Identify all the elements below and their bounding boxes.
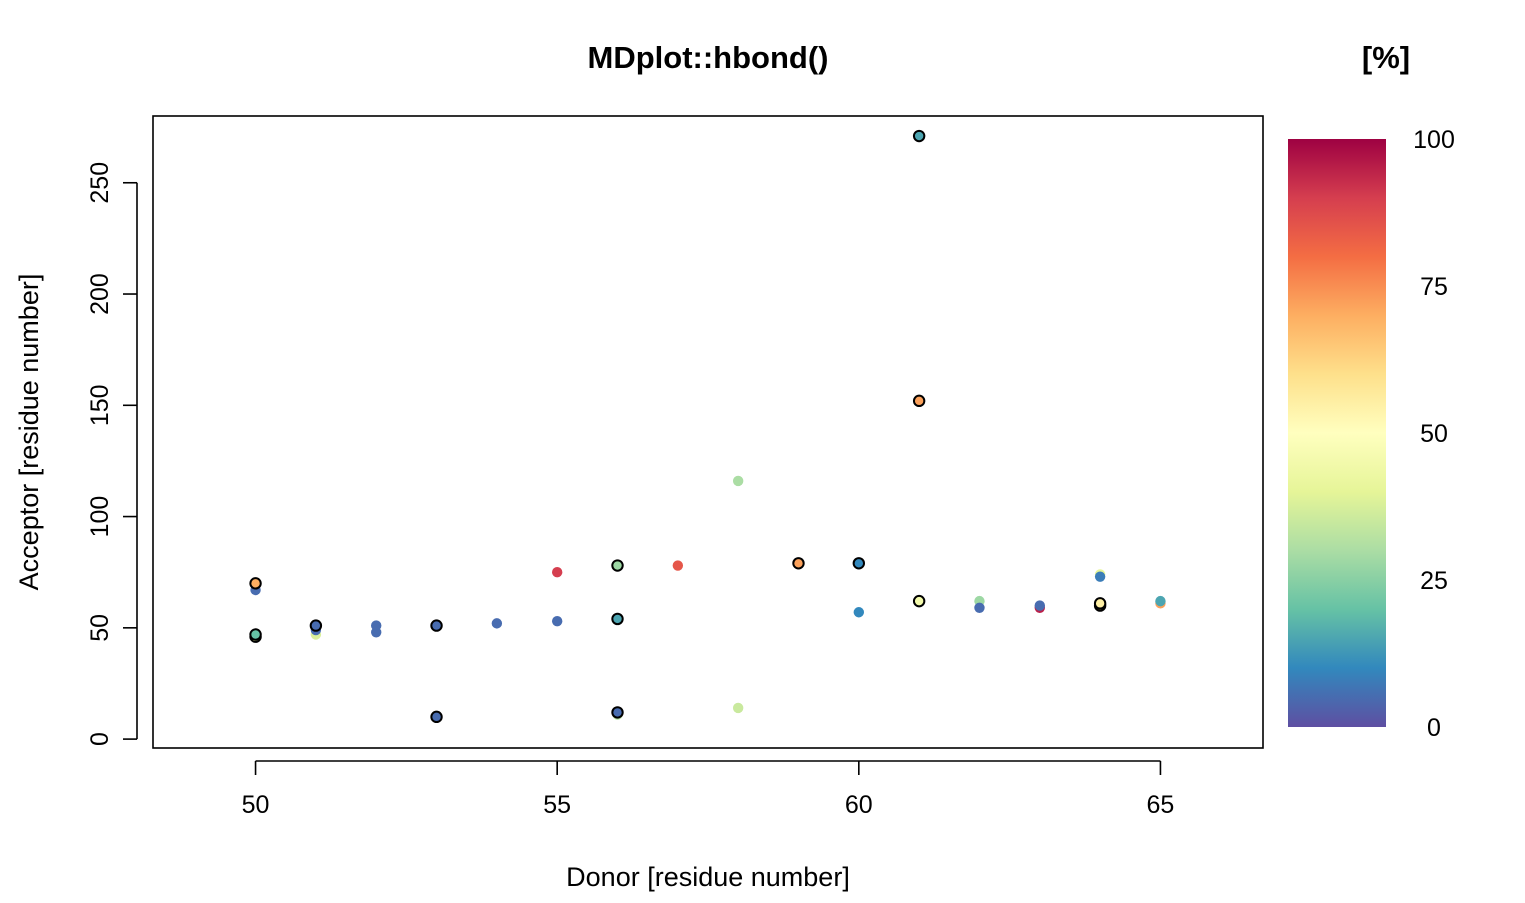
data-point	[732, 475, 744, 487]
colorbar-tick-label: 50	[1420, 420, 1448, 448]
data-point	[551, 566, 563, 578]
data-points	[249, 129, 1166, 724]
colorbar-tick-label: 100	[1413, 126, 1455, 154]
data-point	[611, 612, 624, 626]
y-axis: 0 50 100 150 200 250	[86, 162, 138, 746]
data-point	[551, 615, 563, 627]
y-tick-label: 200	[86, 273, 114, 315]
data-point	[1155, 595, 1166, 607]
y-axis-label: Acceptor [residue number]	[14, 274, 44, 591]
data-point	[912, 129, 926, 143]
x-tick-label: 55	[543, 791, 571, 819]
data-point	[912, 394, 926, 408]
data-point	[1094, 571, 1106, 582]
data-point	[430, 619, 443, 632]
data-point	[852, 557, 866, 570]
plot-frame	[152, 115, 1264, 749]
y-tick-label: 100	[86, 496, 114, 538]
data-point	[1034, 600, 1045, 611]
data-point	[611, 559, 624, 572]
data-point	[732, 702, 744, 714]
y-tick-label: 150	[86, 384, 114, 426]
data-point	[430, 710, 443, 724]
y-tick-label: 50	[86, 614, 114, 642]
chart-title: MDplot::hbond()	[588, 40, 829, 75]
data-point	[249, 628, 262, 641]
data-point	[974, 602, 985, 614]
data-point	[792, 557, 805, 570]
data-point	[491, 618, 503, 629]
data-point	[249, 577, 262, 590]
colorbar-title: [%]	[1362, 40, 1410, 75]
data-point	[853, 607, 865, 618]
colorbar-tick-label: 25	[1420, 567, 1448, 595]
data-point	[912, 594, 926, 608]
colorbar-tick-label: 75	[1420, 273, 1448, 301]
y-tick-label: 0	[86, 732, 114, 746]
x-tick-label: 65	[1147, 791, 1175, 819]
x-axis-label: Donor [residue number]	[566, 862, 850, 892]
x-tick-label: 60	[845, 791, 873, 819]
colorbar	[1288, 139, 1386, 727]
x-axis: 50 55 60 65	[242, 760, 1175, 819]
x-tick-label: 50	[242, 791, 270, 819]
data-point	[611, 706, 624, 719]
data-point	[672, 560, 684, 571]
y-tick-label: 250	[86, 162, 114, 204]
colorbar-tick-label: 0	[1427, 714, 1441, 742]
data-point	[371, 620, 382, 631]
colorbar-ticks: 0 25 50 75 100	[1413, 126, 1455, 742]
data-point	[1093, 597, 1107, 610]
data-point	[309, 619, 323, 632]
